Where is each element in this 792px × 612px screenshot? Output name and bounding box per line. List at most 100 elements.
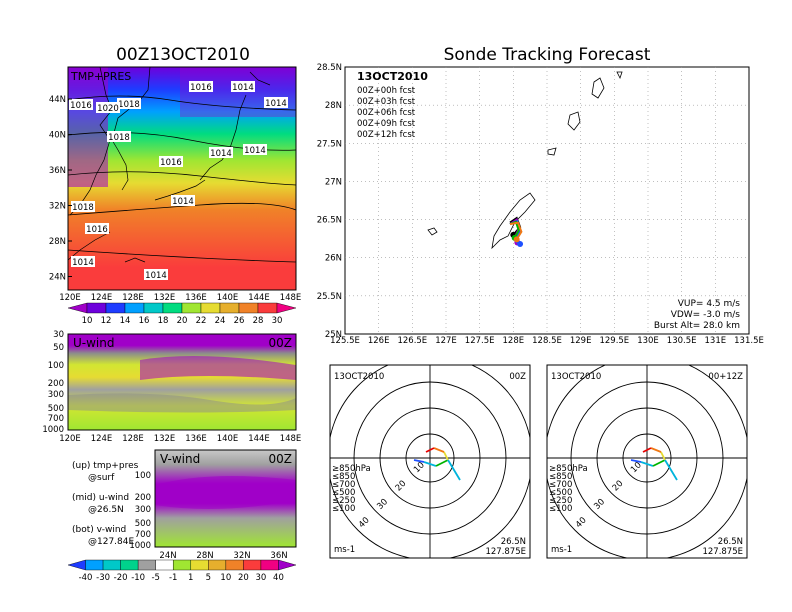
colorbar-label: 10	[82, 316, 93, 326]
hodograph-unit: ms-1	[551, 545, 572, 555]
v-wind-label: V-wind	[160, 452, 200, 466]
u-lon-tick: 124E	[91, 434, 113, 444]
track-legend-entry: 00Z+09h fcst	[357, 119, 416, 129]
track-y-tick: 25.5N	[317, 292, 342, 302]
colorbar-swatch	[219, 302, 240, 314]
hodograph-rings	[547, 365, 747, 558]
hodograph-lat: 26.5N	[501, 537, 526, 547]
wind-colorbar-swatch	[120, 559, 139, 571]
u-pressure-tick: 1000	[42, 425, 64, 435]
hodograph-legend-entry: ≤700	[332, 480, 355, 490]
track-legend-entry: 00Z+00h fcst	[357, 86, 416, 96]
colorbar-swatch	[181, 302, 202, 314]
track-x-ticks: 125.5E 126E 126.5E 127E 127.5E 128E 128.5E 129E…	[330, 336, 764, 346]
hodograph-legend-entry: ≤500	[332, 488, 355, 498]
legend-up: (up) tmp+pres	[72, 461, 139, 471]
isobar-label-box	[264, 97, 288, 108]
colorbar-label: 18	[158, 316, 169, 326]
isobar-label-box	[71, 256, 95, 267]
track-x-tick: 130.5E	[667, 336, 697, 346]
u-pressure-tick: 100	[48, 361, 64, 371]
colorbar-label: 20	[177, 316, 188, 326]
wind-colorbar-swatch	[155, 559, 174, 571]
u-lon-tick: 140E	[217, 434, 239, 444]
isobar-label-box	[189, 81, 213, 92]
right-title: Sonde Tracking Forecast	[444, 45, 651, 65]
tracking-grid	[345, 67, 749, 334]
track-x-tick: 127E	[435, 336, 457, 346]
v-lat-tick: 28N	[196, 551, 213, 561]
hodograph-lon: 127.875E	[485, 547, 526, 557]
track-x-tick: 131E	[705, 336, 727, 346]
u-pressure-tick: 30	[53, 330, 64, 340]
isobar-label: 1016	[70, 101, 92, 111]
hodograph-segment	[447, 459, 461, 481]
isobar-label-box	[117, 98, 141, 109]
u-wind-label: U-wind	[73, 336, 114, 350]
map-label: TMP+PRES	[70, 70, 131, 83]
isobar-label: 1018	[108, 133, 130, 143]
hodograph-segment	[423, 461, 437, 467]
track-line	[509, 221, 523, 240]
hodograph-legend-entry: ≤100	[549, 504, 572, 514]
track-x-tick: 129.5E	[599, 336, 629, 346]
isobar-label-box	[96, 102, 120, 113]
isobar-label-box	[71, 201, 95, 212]
hodograph-segment	[413, 459, 425, 463]
colorbar-swatch	[105, 302, 126, 314]
map-lon-tick: 148E	[280, 293, 302, 303]
wind-colorbar-swatch	[278, 559, 297, 571]
colorbar-label: 24	[215, 316, 226, 326]
hodograph-legend-entry: ≤250	[549, 496, 572, 506]
track-y-tick: 27.5N	[317, 139, 342, 149]
isobar-label: 1014	[72, 258, 94, 268]
wind-colorbar-label: -30	[96, 573, 110, 583]
wind-colorbar-label: 10	[220, 573, 231, 583]
u-lon-tick: 136E	[185, 434, 207, 444]
track-date: 13OCT2010	[357, 70, 428, 83]
u-lon-tick: 148E	[280, 434, 302, 444]
colorbar-swatch	[162, 302, 183, 314]
isobar-label: 1018	[72, 203, 94, 213]
isobar-label-box	[243, 144, 267, 155]
wind-colorbar-swatch	[67, 559, 86, 571]
legend-bot: (bot) v-wind	[72, 525, 126, 535]
isobar-label: 1018	[118, 100, 140, 110]
track-x-tick: 126.5E	[397, 336, 427, 346]
isobar-label-box	[144, 269, 168, 280]
hodograph-time: 00+12Z	[708, 372, 743, 382]
colorbar-swatch	[67, 302, 88, 314]
map-lon-tick: 144E	[248, 293, 270, 303]
u-lon-tick: 120E	[59, 434, 81, 444]
v-lat-tick: 32N	[233, 551, 250, 561]
map-lon-tick: 128E	[122, 293, 144, 303]
track-x-tick: 130E	[637, 336, 659, 346]
hodograph-segment	[435, 459, 449, 467]
u-pressure-tick: 500	[48, 404, 64, 414]
v-wind-time: 00Z	[269, 452, 293, 466]
isobar-label-box	[171, 195, 195, 206]
legend-mid2: @26.5N	[88, 505, 124, 515]
map-lon-ticks: 120E 124E 128E 132E 136E 140E 144E 148E	[59, 293, 301, 303]
map-lon-tick: 120E	[59, 293, 81, 303]
wind-colorbar-swatch	[137, 559, 156, 571]
track-y-tick: 25N	[325, 330, 342, 340]
isobar-lines	[67, 95, 297, 263]
wind-colorbar-swatch	[225, 559, 244, 571]
wind-colorbar: -40 -30 -20 -10 -5 -1 1 5 10 20 30 40	[67, 559, 297, 583]
isobar-label-box	[209, 147, 233, 158]
hodograph-legend-entry: ≤250	[332, 496, 355, 506]
hodograph-legend-entry: ≤700	[549, 480, 572, 490]
wind-colorbar-swatch	[243, 559, 262, 571]
isobar-label: 1020	[97, 104, 119, 114]
u-pressure-tick: 700	[48, 414, 64, 424]
colorbar-label: 22	[196, 316, 207, 326]
colorbar-swatch	[124, 302, 145, 314]
track-x-tick: 128E	[503, 336, 525, 346]
isobar-label-box	[231, 81, 255, 92]
hodograph-segment	[640, 461, 654, 467]
track-legend-entry: 00Z+06h fcst	[357, 108, 416, 118]
